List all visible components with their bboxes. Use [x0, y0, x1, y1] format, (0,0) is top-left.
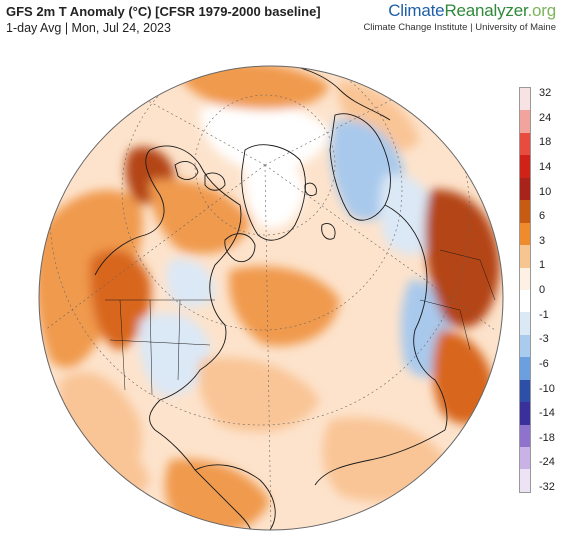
legend-color-bar — [519, 87, 531, 493]
border-europe-east — [419, 299, 471, 351]
legend-swatch — [520, 245, 530, 268]
legend-label: 10 — [539, 185, 552, 198]
coastline-british-isles — [321, 223, 336, 240]
legend-label: 24 — [539, 111, 552, 124]
anomaly-patch-siberia — [180, 66, 330, 110]
anomaly-patch-west-pacific — [39, 190, 143, 368]
legend-swatch — [520, 334, 530, 358]
anomaly-patch-south-america — [165, 459, 270, 530]
brand-name-part3: .org — [527, 1, 557, 20]
anomaly-patch-hudson — [166, 259, 215, 307]
legend-label: 6 — [539, 210, 546, 223]
anomaly-patch-russia-heat — [425, 189, 500, 328]
legend-label: 1 — [539, 259, 546, 272]
legend-label: -24 — [539, 456, 555, 469]
graticule-lat-50 — [121, 66, 403, 331]
graticule-meridian-4 — [264, 79, 431, 166]
legend-label: -32 — [539, 481, 555, 493]
brand-name-part2: Reanalyzer — [444, 1, 528, 20]
legend-swatch — [520, 289, 530, 313]
anomaly-patch-canada-arctic — [149, 179, 250, 254]
brand-block[interactable]: ClimateReanalyzer.org Climate Change Ins… — [363, 1, 556, 33]
graticule-meridian-2 — [264, 164, 496, 331]
legend-label: 3 — [539, 234, 546, 247]
coastline-europe — [384, 204, 448, 431]
legend-swatch — [520, 222, 530, 246]
legend-swatch — [520, 357, 530, 380]
legend-swatch — [520, 200, 530, 223]
globe-body — [39, 66, 503, 530]
coastline-hudson-bay — [224, 233, 256, 263]
coastline-north-africa — [314, 429, 446, 486]
globe-outline — [38, 65, 504, 531]
legend-swatch — [520, 447, 530, 470]
graticule-lat-30 — [49, 66, 471, 426]
legend-label: -14 — [539, 407, 555, 420]
legend-swatch — [520, 379, 530, 403]
anomaly-field — [39, 66, 500, 530]
legend-label: 18 — [539, 136, 552, 149]
legend-label: 32 — [539, 87, 552, 99]
coastline-greenland — [241, 144, 306, 241]
legend-swatch — [520, 424, 530, 447]
legend-swatch — [520, 155, 530, 178]
map-subtitle: 1-day Avg | Mon, Jul 24, 2023 — [6, 21, 171, 35]
legend-swatch — [520, 88, 530, 111]
anomaly-patch-eastern-us — [138, 313, 210, 396]
legend-labels: 32 24 18 14 10 6 3 1 0 -1 -3 -6 -10 -14 -18 -24 -32 — [539, 87, 555, 493]
color-legend: 32 24 18 14 10 6 3 1 0 -1 -3 -6 -10 -14 -18 -24 -32 — [519, 87, 559, 493]
coastline-siberia — [179, 66, 391, 121]
legend-swatch — [520, 267, 530, 290]
anomaly-patch-north-atlantic — [229, 266, 340, 346]
legend-label: -3 — [539, 333, 549, 346]
graticule-lat-70 — [194, 94, 336, 236]
legend-swatch — [520, 177, 530, 201]
graticule-meridian-1 — [44, 164, 266, 331]
brand-logo-text[interactable]: ClimateReanalyzer.org — [363, 1, 556, 21]
coastline-north-america — [94, 145, 242, 431]
coastline-arctic-island-2 — [204, 172, 226, 191]
legend-label: -1 — [539, 308, 549, 321]
border-russia-west — [439, 249, 496, 301]
border-us-state-4 — [109, 339, 211, 346]
graticule-meridian-0 — [264, 164, 272, 530]
legend-swatch — [520, 110, 530, 133]
graticule — [44, 66, 496, 530]
map-title: GFS 2m T Anomaly (°C) [CFSR 1979-2000 ba… — [6, 4, 321, 19]
border-us-state-1 — [119, 299, 126, 391]
legend-label: 0 — [539, 284, 546, 296]
brand-tagline: Climate Change Institute | University of… — [363, 22, 556, 33]
legend-label: -10 — [539, 382, 555, 395]
coastline-iceland — [304, 182, 317, 196]
legend-swatch — [520, 132, 530, 156]
border-us-state-3 — [177, 299, 181, 381]
legend-label: 14 — [539, 160, 552, 173]
anomaly-patch-arctic-ocean — [200, 101, 330, 171]
brand-name-part1: Climate — [388, 1, 445, 20]
legend-swatch — [520, 402, 530, 425]
legend-label: -6 — [539, 357, 549, 370]
legend-swatch — [520, 469, 530, 492]
coastline-arctic-island-1 — [174, 161, 199, 180]
coastline-scandinavia — [329, 113, 391, 221]
political-borders — [105, 249, 496, 396]
legend-label: -18 — [539, 431, 555, 444]
coastline-south-america — [194, 464, 276, 530]
legend-swatch — [520, 312, 530, 335]
anomaly-patch-subtropical-atlantic — [198, 357, 320, 432]
border-us-state-2 — [149, 299, 153, 396]
